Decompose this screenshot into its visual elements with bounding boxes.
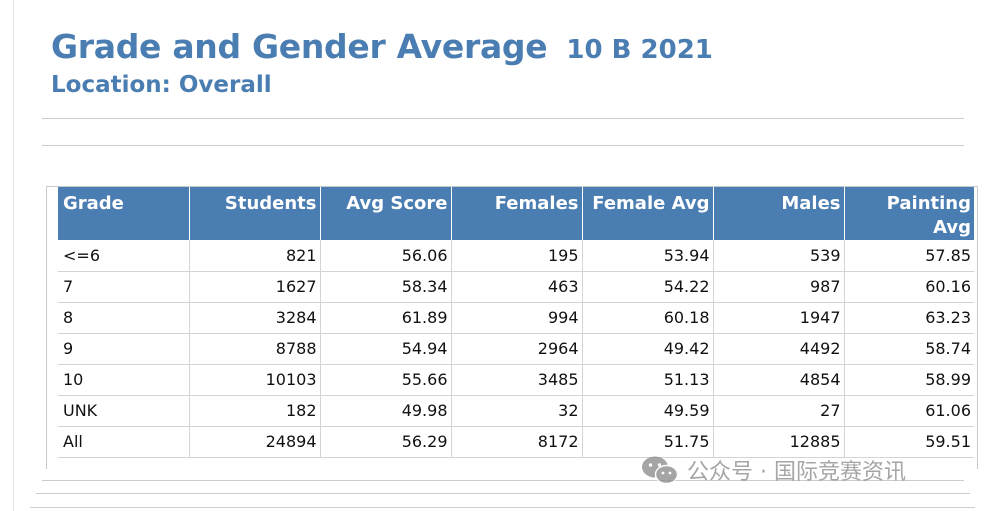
- header-students[interactable]: Students: [189, 187, 321, 240]
- cell-painting-avg: 58.99: [844, 364, 974, 396]
- cell-grade: All: [58, 426, 190, 458]
- header-painting-avg[interactable]: Painting Avg: [844, 187, 974, 240]
- cell-painting-avg: 57.85: [844, 240, 974, 272]
- cell-female-avg: 49.59: [582, 395, 714, 427]
- table-row: UNK 182 49.98 32 49.59 27 61.06: [58, 395, 974, 427]
- grade-gender-table: Grade Students Avg Score Females Female …: [58, 187, 974, 458]
- table-row-total: All 24894 56.29 8172 51.75 12885 59.51: [58, 426, 974, 458]
- cell-female-avg: 60.18: [582, 302, 714, 334]
- cell-grade: 9: [58, 333, 190, 365]
- cell-female-avg: 53.94: [582, 240, 714, 272]
- report-subtitle: 10 B 2021: [566, 35, 713, 65]
- cell-students: 182: [189, 395, 321, 427]
- cell-females: 3485: [451, 364, 583, 396]
- divider: [36, 493, 970, 494]
- cell-painting-avg: 58.74: [844, 333, 974, 365]
- cell-females: 463: [451, 271, 583, 303]
- cell-avg-score: 55.66: [320, 364, 452, 396]
- cell-males: 12885: [713, 426, 845, 458]
- cell-males: 4854: [713, 364, 845, 396]
- divider: [42, 118, 964, 119]
- cell-female-avg: 51.13: [582, 364, 714, 396]
- header-avg-score[interactable]: Avg Score: [320, 187, 452, 240]
- cell-students: 10103: [189, 364, 321, 396]
- cell-avg-score: 56.06: [320, 240, 452, 272]
- table-row: 10 10103 55.66 3485 51.13 4854 58.99: [58, 364, 974, 396]
- cell-males: 539: [713, 240, 845, 272]
- table-frame: [46, 186, 978, 469]
- report-title: Grade and Gender Average: [51, 27, 548, 66]
- cell-females: 994: [451, 302, 583, 334]
- cell-painting-avg: 60.16: [844, 271, 974, 303]
- title-row: Grade and Gender Average 10 B 2021: [51, 27, 713, 66]
- table-header-row: Grade Students Avg Score Females Female …: [58, 187, 974, 240]
- header-females[interactable]: Females: [451, 187, 583, 240]
- divider: [42, 480, 964, 481]
- cell-females: 8172: [451, 426, 583, 458]
- header-female-avg[interactable]: Female Avg: [582, 187, 714, 240]
- watermark-text: 公众号 · 国际竞赛资讯: [687, 460, 906, 485]
- cell-students: 8788: [189, 333, 321, 365]
- wechat-icon: [641, 455, 679, 485]
- header-males[interactable]: Males: [713, 187, 845, 240]
- cell-grade: UNK: [58, 395, 190, 427]
- cell-males: 27: [713, 395, 845, 427]
- cell-female-avg: 49.42: [582, 333, 714, 365]
- divider: [30, 507, 975, 508]
- cell-students: 1627: [189, 271, 321, 303]
- cell-students: 821: [189, 240, 321, 272]
- cell-female-avg: 51.75: [582, 426, 714, 458]
- cell-painting-avg: 61.06: [844, 395, 974, 427]
- cell-students: 3284: [189, 302, 321, 334]
- table-row: 7 1627 58.34 463 54.22 987 60.16: [58, 271, 974, 303]
- cell-males: 1947: [713, 302, 845, 334]
- cell-grade: 8: [58, 302, 190, 334]
- cell-grade: <=6: [58, 240, 190, 272]
- cell-avg-score: 58.34: [320, 271, 452, 303]
- table-row: <=6 821 56.06 195 53.94 539 57.85: [58, 240, 974, 272]
- header-grade[interactable]: Grade: [58, 187, 190, 240]
- cell-females: 195: [451, 240, 583, 272]
- cell-females: 32: [451, 395, 583, 427]
- cell-grade: 10: [58, 364, 190, 396]
- cell-avg-score: 56.29: [320, 426, 452, 458]
- left-margin-rule: [13, 0, 14, 511]
- table-row: 8 3284 61.89 994 60.18 1947 63.23: [58, 302, 974, 334]
- location-label: Location: Overall: [51, 72, 272, 98]
- cell-painting-avg: 63.23: [844, 302, 974, 334]
- cell-painting-avg: 59.51: [844, 426, 974, 458]
- watermark: 公众号 · 国际竞赛资讯: [641, 452, 906, 488]
- divider: [42, 145, 964, 146]
- cell-males: 987: [713, 271, 845, 303]
- cell-female-avg: 54.22: [582, 271, 714, 303]
- table-row: 9 8788 54.94 2964 49.42 4492 58.74: [58, 333, 974, 365]
- cell-avg-score: 54.94: [320, 333, 452, 365]
- cell-females: 2964: [451, 333, 583, 365]
- cell-students: 24894: [189, 426, 321, 458]
- cell-males: 4492: [713, 333, 845, 365]
- cell-avg-score: 49.98: [320, 395, 452, 427]
- cell-avg-score: 61.89: [320, 302, 452, 334]
- cell-grade: 7: [58, 271, 190, 303]
